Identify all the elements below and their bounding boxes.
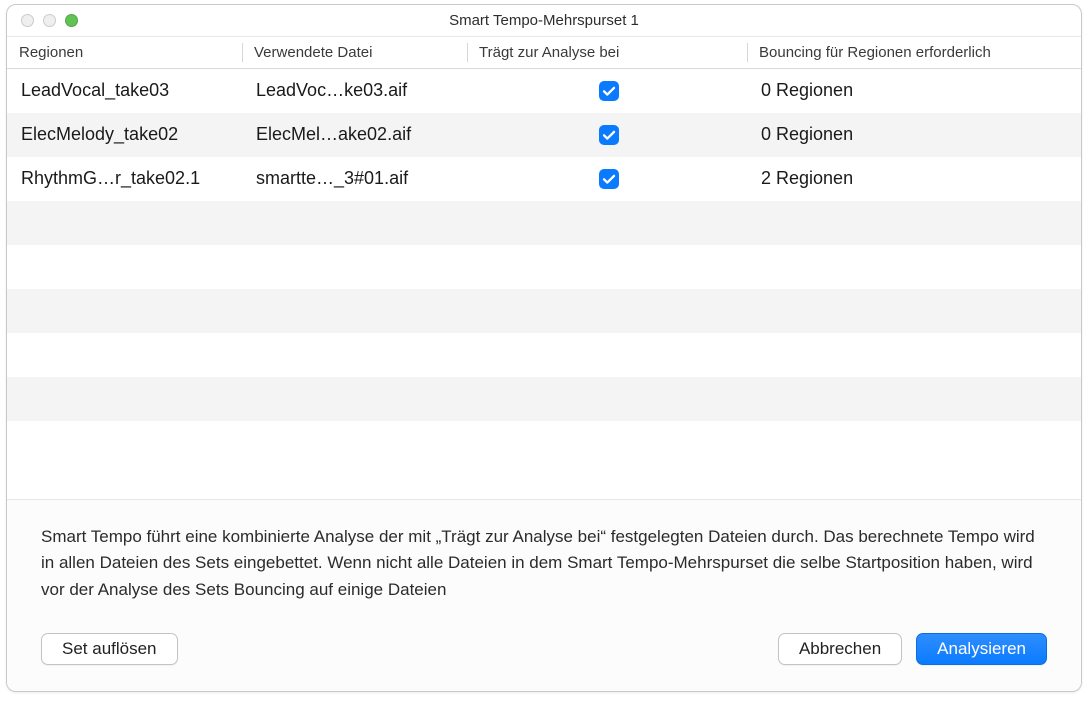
traffic-lights [7, 14, 78, 27]
col-header-file[interactable]: Verwendete Datei [242, 37, 467, 69]
cell-region: RhythmG…r_take02.1 [7, 157, 242, 201]
cell-bounce [747, 245, 1081, 289]
table-row [7, 245, 1081, 289]
table-row [7, 421, 1081, 465]
analysis-checkbox[interactable] [599, 81, 619, 101]
cell-file [242, 333, 467, 377]
cell-analysis [467, 69, 747, 113]
table-header-row: Regionen Verwendete Datei Trägt zur Anal… [7, 37, 1081, 69]
cell-region [7, 289, 242, 333]
close-icon[interactable] [21, 14, 34, 27]
cell-analysis [467, 421, 747, 465]
cell-file: smartte…_3#01.aif [242, 157, 467, 201]
cell-bounce [747, 201, 1081, 245]
cell-bounce: 2 Regionen [747, 157, 1081, 201]
col-header-bounce[interactable]: Bouncing für Regionen erforderlich [747, 37, 1081, 69]
cell-file [242, 245, 467, 289]
analyze-button[interactable]: Analysieren [916, 633, 1047, 665]
table-row[interactable]: RhythmG…r_take02.1smartte…_3#01.aif 2 Reg… [7, 157, 1081, 201]
titlebar: Smart Tempo-Mehrspurset 1 [7, 5, 1081, 37]
cell-bounce [747, 377, 1081, 421]
col-header-analysis[interactable]: Trägt zur Analyse bei [467, 37, 747, 69]
cell-bounce [747, 333, 1081, 377]
cell-region [7, 333, 242, 377]
cell-analysis [467, 113, 747, 157]
cell-file [242, 201, 467, 245]
footer: Smart Tempo führt eine kombinierte Analy… [7, 499, 1081, 691]
maximize-icon[interactable] [65, 14, 78, 27]
smart-tempo-window: Smart Tempo-Mehrspurset 1 Regionen Verwe… [6, 4, 1082, 692]
cell-analysis [467, 245, 747, 289]
cell-region [7, 377, 242, 421]
multitrack-table: Regionen Verwendete Datei Trägt zur Anal… [7, 37, 1081, 465]
cell-analysis [467, 333, 747, 377]
cell-analysis [467, 377, 747, 421]
minimize-icon[interactable] [43, 14, 56, 27]
table-row[interactable]: ElecMelody_take02ElecMel…ake02.aif 0 Regi… [7, 113, 1081, 157]
table-row [7, 333, 1081, 377]
cell-bounce: 0 Regionen [747, 113, 1081, 157]
cell-region: ElecMelody_take02 [7, 113, 242, 157]
table-row [7, 377, 1081, 421]
cell-bounce [747, 421, 1081, 465]
analysis-checkbox[interactable] [599, 169, 619, 189]
cell-region [7, 201, 242, 245]
cell-bounce [747, 289, 1081, 333]
cell-file [242, 421, 467, 465]
cell-file: ElecMel…ake02.aif [242, 113, 467, 157]
cell-analysis [467, 289, 747, 333]
table-row [7, 201, 1081, 245]
button-row: Set auflösen Abbrechen Analysieren [41, 633, 1047, 665]
cancel-button[interactable]: Abbrechen [778, 633, 902, 665]
cell-analysis [467, 201, 747, 245]
window-title: Smart Tempo-Mehrspurset 1 [7, 12, 1081, 29]
cell-region: LeadVocal_take03 [7, 69, 242, 113]
cell-file [242, 377, 467, 421]
cell-region [7, 245, 242, 289]
footer-description: Smart Tempo führt eine kombinierte Analy… [41, 524, 1047, 603]
analysis-checkbox[interactable] [599, 125, 619, 145]
cell-bounce: 0 Regionen [747, 69, 1081, 113]
cell-file: LeadVoc…ke03.aif [242, 69, 467, 113]
table-row [7, 289, 1081, 333]
cell-analysis [467, 157, 747, 201]
table-row[interactable]: LeadVocal_take03LeadVoc…ke03.aif 0 Region… [7, 69, 1081, 113]
cell-file [242, 289, 467, 333]
col-header-regions[interactable]: Regionen [7, 37, 242, 69]
cell-region [7, 421, 242, 465]
dissolve-set-button[interactable]: Set auflösen [41, 633, 178, 665]
